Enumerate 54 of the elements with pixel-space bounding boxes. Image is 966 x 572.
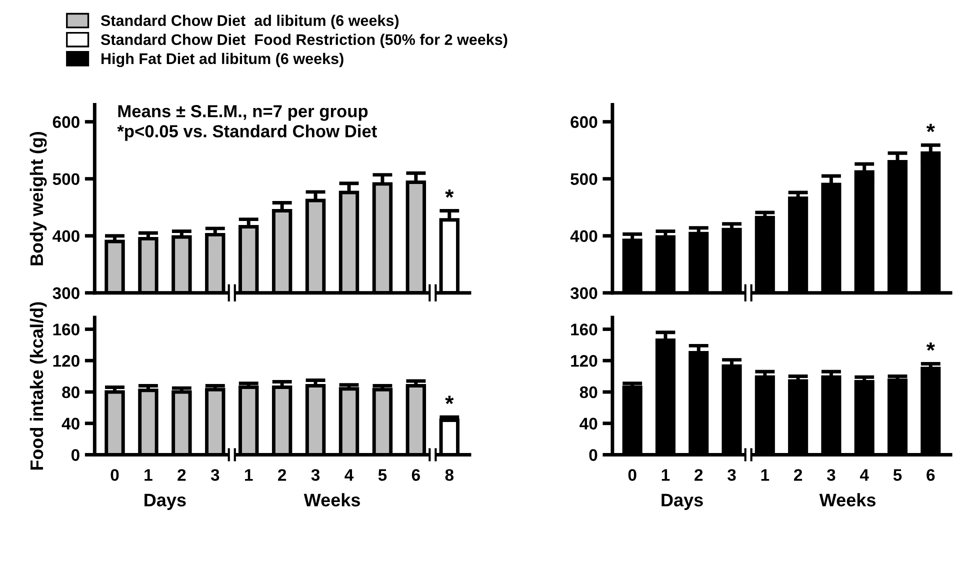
x-tick-label: 3 (311, 469, 320, 481)
annotation: * (926, 342, 935, 351)
legend-label: Standard Chow Diet Food Restriction (50% for 2 weeks) (100, 34, 508, 48)
text: High Fat Diet ad libitum (6 weeks) (102, 52, 344, 68)
annotation: * (445, 189, 454, 198)
x-tick-label: 1 (245, 469, 253, 481)
x-tick-label: 3 (210, 469, 220, 481)
x-tick-label: 0 (628, 469, 636, 481)
x-tick-label: 2 (178, 469, 186, 481)
x-tick-label: 4 (860, 469, 869, 481)
y-tick-label: 400 (52, 230, 80, 242)
text: Weeks (304, 493, 360, 506)
annotation: * (445, 396, 454, 404)
x-tick-label: 2 (278, 469, 286, 481)
annotation: *p<0.05 vs. Standard Chow Diet (117, 124, 377, 141)
y-tick-label: 400 (570, 230, 598, 242)
y-axis-title: Body weight (g) (30, 132, 47, 266)
text: Days (662, 494, 703, 510)
x-tick-label: 4 (344, 469, 354, 481)
y-tick-label: 120 (571, 355, 598, 367)
y-tick-label: 40 (580, 418, 598, 430)
y-tick-label: 80 (62, 386, 80, 398)
text: Days (144, 494, 186, 510)
x-tick-label: 5 (893, 469, 902, 481)
legend-label: Standard Chow Diet ad libitum (6 weeks) (100, 14, 399, 29)
x-tick-label: 1 (144, 469, 152, 481)
text: Weeks (819, 493, 876, 506)
x-tick-label: 2 (794, 469, 802, 481)
x-tick-label: 3 (826, 469, 836, 481)
y-tick-label: 80 (580, 386, 598, 398)
y-tick-label: 0 (71, 449, 80, 461)
x-tick-label: 0 (110, 469, 119, 481)
y-tick-label: 300 (52, 287, 80, 300)
y-tick-label: 500 (52, 173, 80, 186)
y-tick-label: 160 (571, 324, 598, 336)
y-axis-title: Food intake (kcal/d) (30, 302, 47, 470)
annotation: Means ± S.E.M., n=7 per group (118, 105, 368, 121)
x-tick-label: 1 (761, 469, 770, 481)
y-tick-label: 120 (53, 355, 80, 367)
x-tick-label: 1 (662, 469, 670, 481)
y-tick-label: 300 (570, 287, 598, 300)
y-tick-label: 600 (570, 116, 598, 128)
x-tick-label: 6 (412, 469, 420, 481)
x-tick-label: 6 (926, 469, 935, 481)
x-tick-label: 3 (728, 469, 736, 481)
y-tick-label: 0 (589, 449, 598, 461)
annotation: * (926, 124, 935, 132)
y-tick-label: 160 (53, 324, 80, 336)
y-tick-label: 600 (52, 116, 80, 128)
y-tick-label: 500 (570, 173, 598, 186)
x-tick-label: 8 (445, 469, 454, 481)
x-tick-label: 2 (694, 469, 703, 481)
x-tick-label: 5 (378, 469, 387, 481)
y-tick-label: 40 (62, 418, 80, 430)
